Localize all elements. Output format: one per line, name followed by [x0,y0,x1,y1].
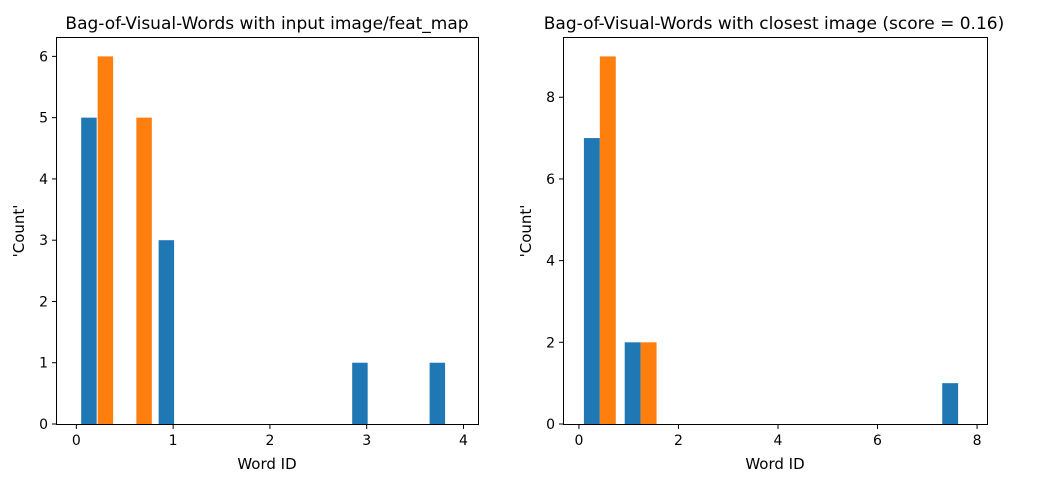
x-tick-label: 3 [362,433,371,449]
y-tick-label: 4 [39,172,48,188]
x-tick-label: 0 [574,433,583,449]
left-chart-yticks: 0 1 2 3 4 5 6 [39,49,57,433]
y-tick-label: 2 [39,294,48,310]
y-tick-label: 4 [546,254,555,270]
bar [599,56,616,424]
left-chart-frame [56,37,479,425]
x-tick-label: 2 [674,433,683,449]
left-chart-title: Bag-of-Visual-Words with input image/fea… [65,14,468,34]
y-tick-label: 1 [39,356,48,372]
bar [81,117,97,425]
y-tick-label: 6 [39,49,48,65]
y-tick-label: 0 [39,417,48,433]
x-tick-label: 1 [169,433,178,449]
bar [429,362,446,424]
x-tick-label: 8 [973,433,982,449]
x-tick-label: 4 [774,433,783,449]
x-tick-label: 6 [873,433,882,449]
y-tick-label: 8 [546,90,555,106]
y-tick-label: 5 [39,111,48,127]
right-chart-xlabel: Word ID [745,455,804,473]
bar [942,383,959,424]
right-chart: Bag-of-Visual-Words with closest image (… [517,14,1004,473]
x-tick-label: 0 [72,433,81,449]
left-chart: Bag-of-Visual-Words with input image/fea… [10,14,479,473]
bar [640,342,657,424]
bar [352,362,368,424]
left-chart-bars [81,56,446,425]
right-chart-xticks: 0 2 4 6 8 [574,424,982,449]
y-tick-label: 2 [546,335,555,351]
y-tick-label: 0 [546,417,555,433]
left-chart-xticks: 0 1 2 3 4 [72,424,468,449]
bar [624,342,641,424]
left-chart-ylabel: 'Count' [10,205,28,258]
x-tick-label: 4 [459,433,468,449]
bar [136,117,152,425]
right-chart-title: Bag-of-Visual-Words with closest image (… [544,14,1004,34]
y-tick-label: 6 [546,172,555,188]
right-chart-yticks: 0 2 4 6 8 [546,90,564,433]
right-chart-frame [563,37,988,425]
left-chart-xlabel: Word ID [237,455,296,473]
right-chart-ylabel: 'Count' [517,205,535,258]
bar [97,56,114,424]
bar [583,138,600,424]
x-tick-label: 2 [265,433,274,449]
bar [158,240,175,424]
y-tick-label: 3 [39,233,48,249]
right-chart-bars [583,56,959,424]
